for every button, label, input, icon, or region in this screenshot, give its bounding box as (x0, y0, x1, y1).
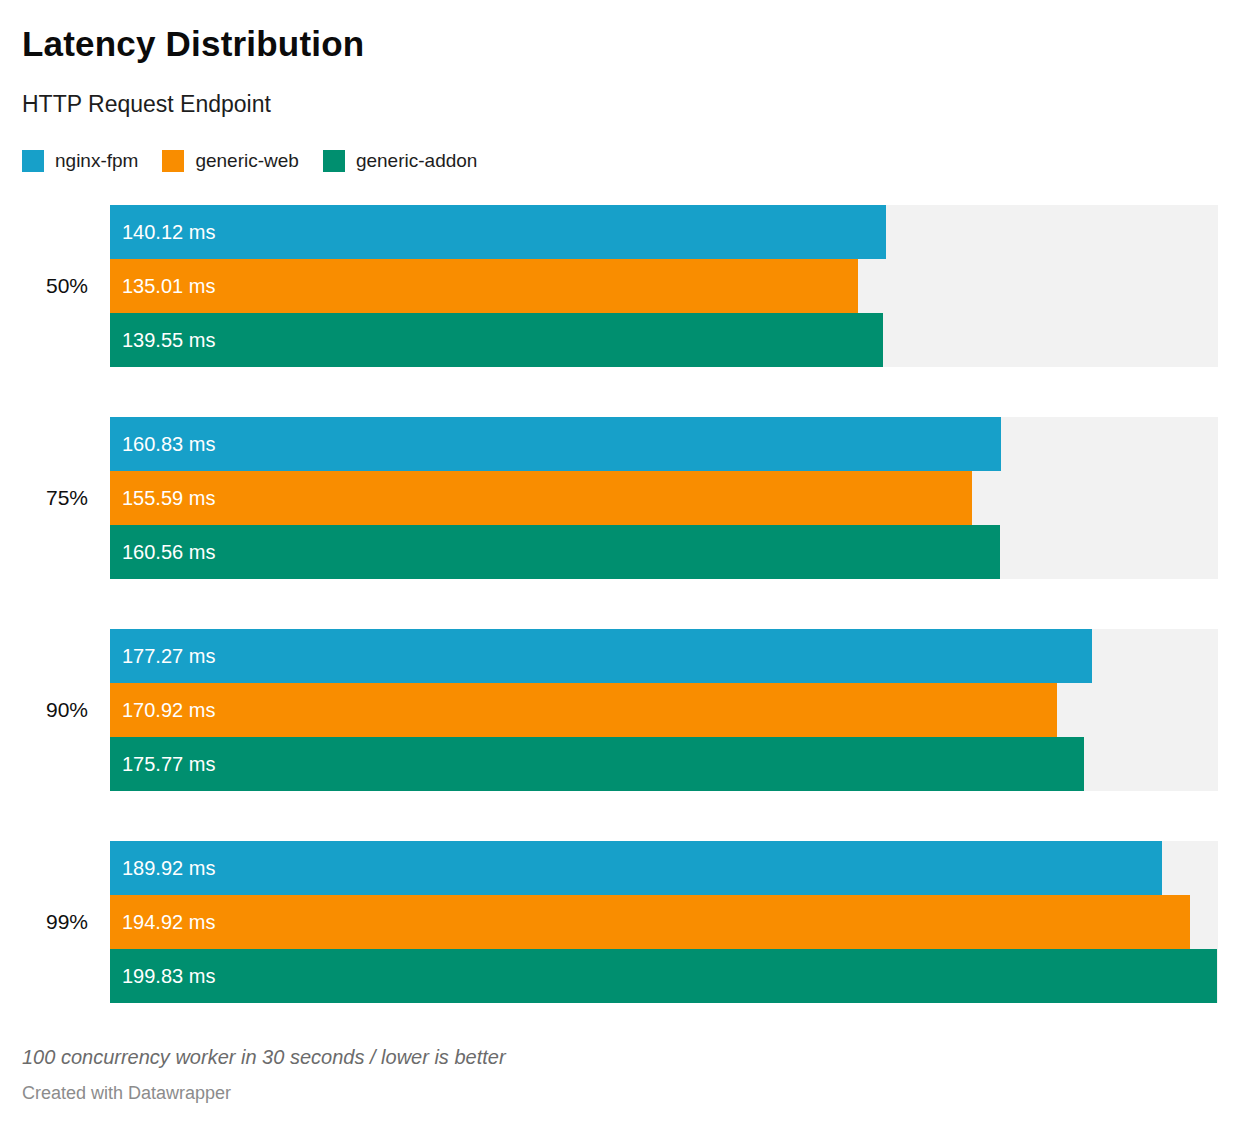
chart-title: Latency Distribution (22, 24, 1218, 64)
percentile-label: 99% (22, 911, 88, 932)
datawrapper-attribution: Created with Datawrapper (22, 1083, 1218, 1105)
bar-value-label: 139.55 ms (110, 330, 215, 350)
legend-swatch-icon (323, 150, 345, 172)
bar-value-label: 175.77 ms (110, 754, 215, 774)
percentile-label: 50% (22, 275, 88, 296)
percentile-label: 90% (22, 699, 88, 720)
legend-item-nginx-fpm: nginx-fpm (22, 150, 138, 172)
bar-generic-web: 135.01 ms (110, 259, 858, 313)
bar-nginx-fpm: 177.27 ms (110, 629, 1092, 683)
bar-value-label: 170.92 ms (110, 700, 215, 720)
bar-generic-web: 155.59 ms (110, 471, 972, 525)
legend: nginx-fpm generic-web generic-addon (22, 150, 1218, 172)
percentile-group: 50% 140.12 ms 135.01 ms 139.55 ms (22, 205, 1218, 367)
legend-label: generic-web (195, 151, 299, 170)
bar-track: 189.92 ms 194.92 ms 199.83 ms (110, 841, 1218, 1003)
bar-nginx-fpm: 160.83 ms (110, 417, 1001, 471)
bar-nginx-fpm: 189.92 ms (110, 841, 1162, 895)
bar-generic-addon: 160.56 ms (110, 525, 1000, 579)
bar-value-label: 199.83 ms (110, 966, 215, 986)
legend-label: generic-addon (356, 151, 477, 170)
grouped-bar-chart: 50% 140.12 ms 135.01 ms 139.55 ms 75% 160.83 … (22, 205, 1218, 1003)
bar-value-label: 155.59 ms (110, 488, 215, 508)
bar-generic-web: 194.92 ms (110, 895, 1190, 949)
legend-swatch-icon (162, 150, 184, 172)
chart-subtitle: HTTP Request Endpoint (22, 91, 1218, 119)
bar-value-label: 160.56 ms (110, 542, 215, 562)
bar-value-label: 189.92 ms (110, 858, 215, 878)
bar-generic-addon: 199.83 ms (110, 949, 1217, 1003)
bar-generic-web: 170.92 ms (110, 683, 1057, 737)
percentile-group: 99% 189.92 ms 194.92 ms 199.83 ms (22, 841, 1218, 1003)
legend-item-generic-web: generic-web (162, 150, 299, 172)
bar-generic-addon: 175.77 ms (110, 737, 1084, 791)
bar-value-label: 194.92 ms (110, 912, 215, 932)
bar-track: 160.83 ms 155.59 ms 160.56 ms (110, 417, 1218, 579)
chart-notes: 100 concurrency worker in 30 seconds / l… (22, 1045, 1218, 1069)
chart-container: Latency Distribution HTTP Request Endpoi… (0, 0, 1240, 1126)
legend-item-generic-addon: generic-addon (323, 150, 477, 172)
percentile-label: 75% (22, 487, 88, 508)
bar-track: 140.12 ms 135.01 ms 139.55 ms (110, 205, 1218, 367)
bar-value-label: 160.83 ms (110, 434, 215, 454)
bar-nginx-fpm: 140.12 ms (110, 205, 886, 259)
legend-swatch-icon (22, 150, 44, 172)
legend-label: nginx-fpm (55, 151, 138, 170)
bar-value-label: 135.01 ms (110, 276, 215, 296)
bar-value-label: 177.27 ms (110, 646, 215, 666)
bar-value-label: 140.12 ms (110, 222, 215, 242)
bar-track: 177.27 ms 170.92 ms 175.77 ms (110, 629, 1218, 791)
percentile-group: 90% 177.27 ms 170.92 ms 175.77 ms (22, 629, 1218, 791)
bar-generic-addon: 139.55 ms (110, 313, 883, 367)
percentile-group: 75% 160.83 ms 155.59 ms 160.56 ms (22, 417, 1218, 579)
